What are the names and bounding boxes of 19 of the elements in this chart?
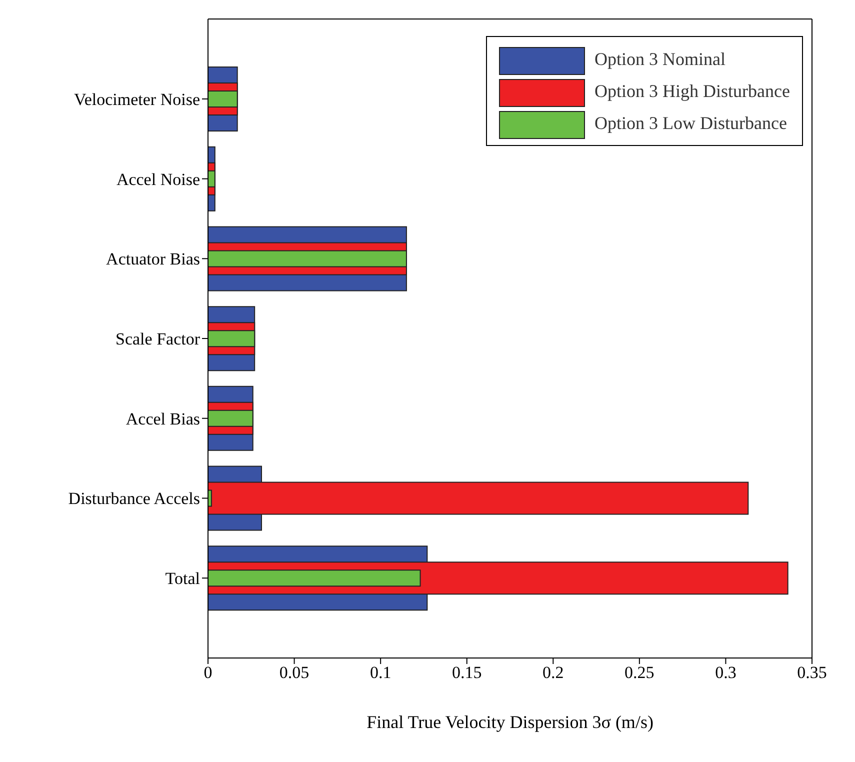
- y-tick-label: Disturbance Accels: [68, 489, 200, 508]
- x-tick-label: 0.25: [624, 663, 654, 682]
- x-axis-title: Final True Velocity Dispersion 3σ (m/s): [366, 712, 654, 732]
- x-tick-label: 0: [204, 663, 212, 682]
- legend-label: Option 3 Nominal: [594, 48, 726, 71]
- x-tick-label: 0.35: [797, 663, 827, 682]
- x-tick-label: 0.05: [279, 663, 310, 682]
- y-tick-label: Accel Bias: [126, 409, 200, 428]
- x-tick-label: 0.2: [542, 663, 564, 682]
- y-tick-label: Accel Noise: [116, 170, 200, 189]
- x-tick-label: 0.1: [370, 663, 392, 682]
- x-tick-label: 0.3: [715, 663, 736, 682]
- y-tick-label: Total: [165, 569, 200, 588]
- x-tick-label: 0.15: [452, 663, 482, 682]
- legend-label: Option 3 High Disturbance: [594, 80, 790, 103]
- y-tick-label: Actuator Bias: [106, 250, 200, 269]
- y-tick-label: Scale Factor: [116, 330, 200, 349]
- legend-label: Option 3 Low Disturbance: [594, 112, 787, 135]
- y-tick-label: Velocimeter Noise: [74, 90, 200, 109]
